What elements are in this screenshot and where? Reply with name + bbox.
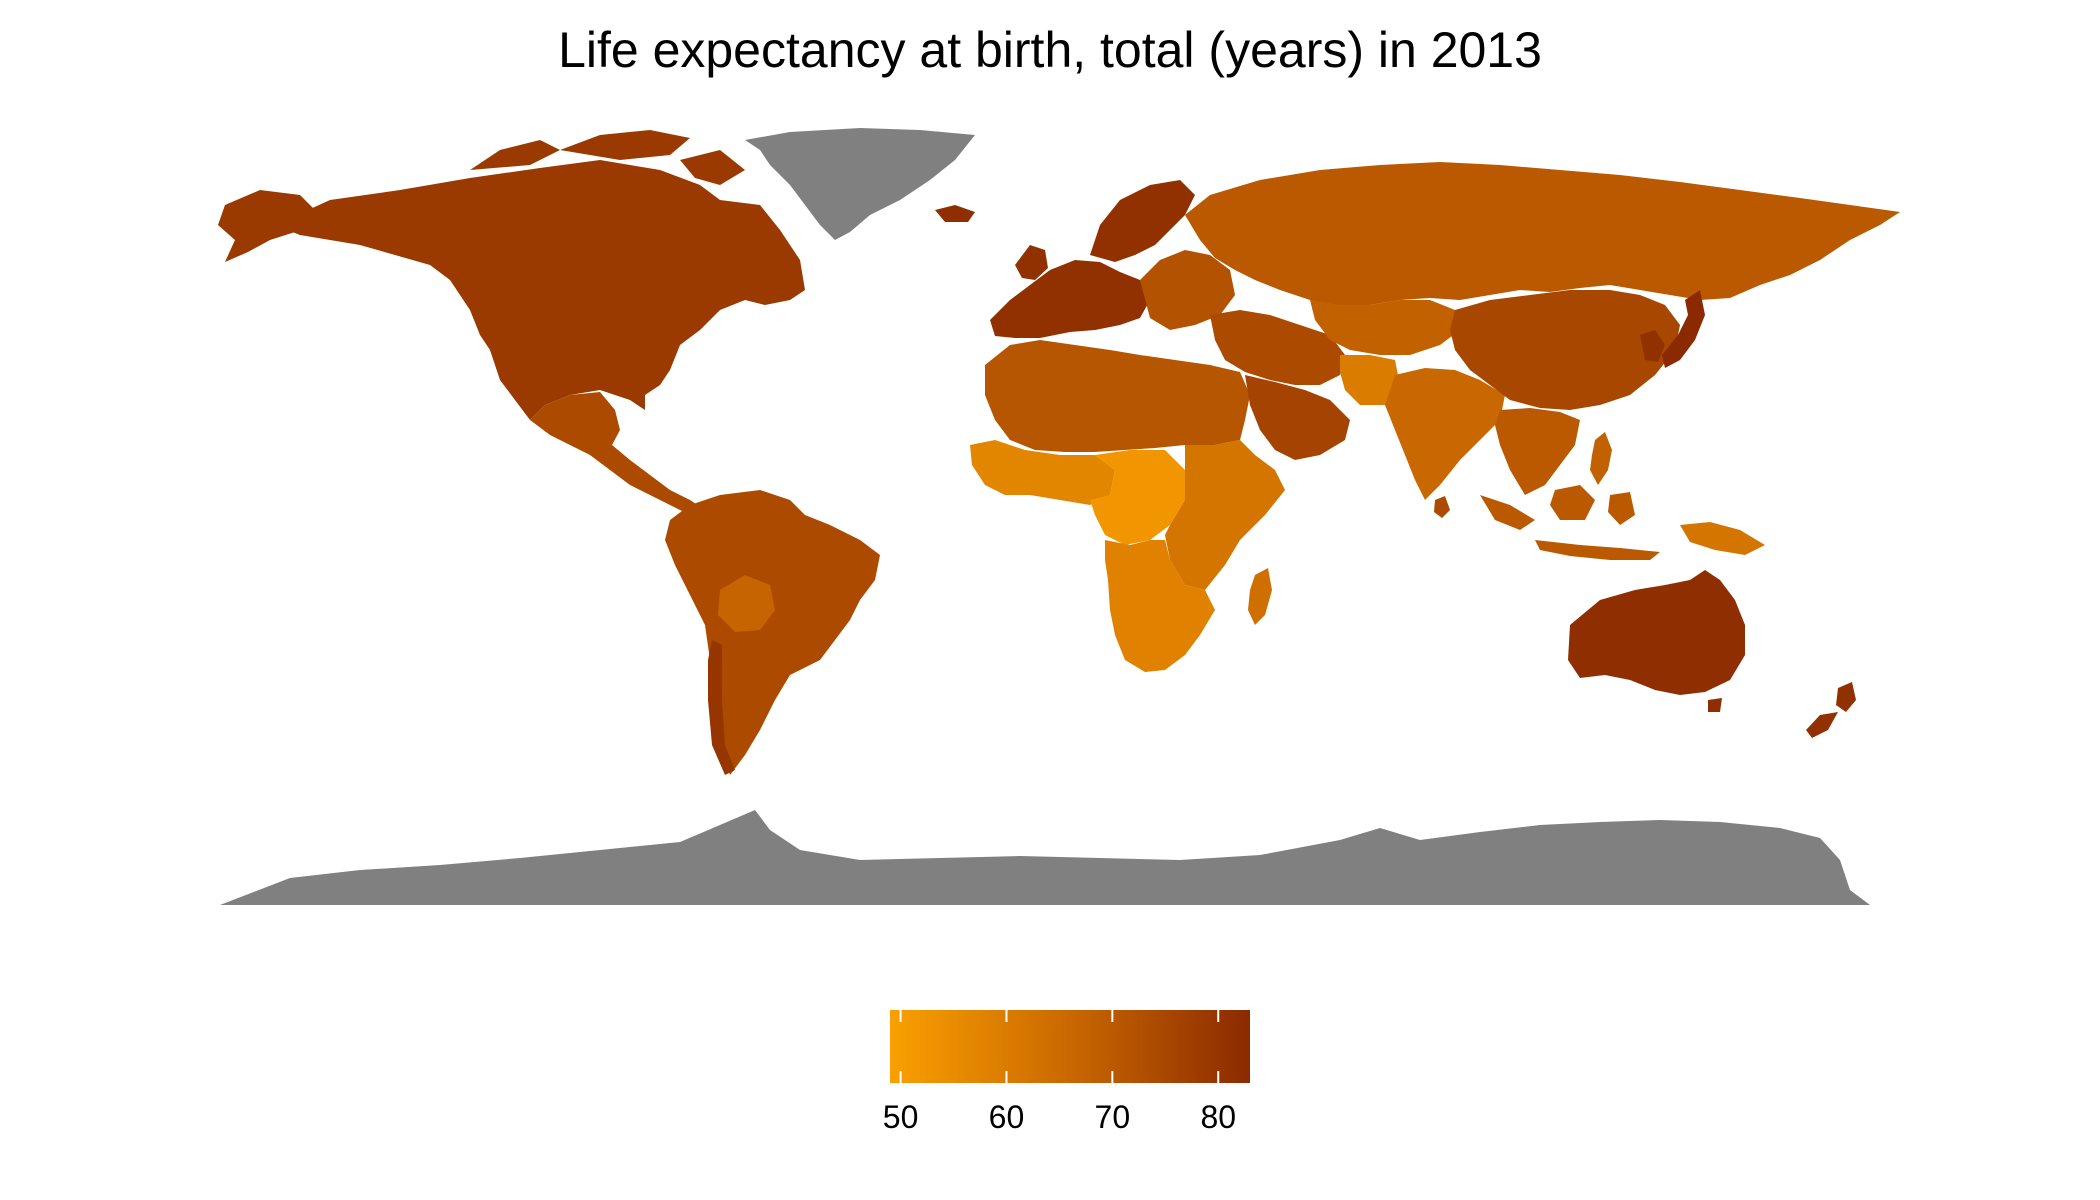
region-western-europe — [1015, 245, 1048, 280]
region-central-america — [530, 392, 705, 515]
region-new-zealand — [1806, 712, 1838, 738]
legend-tick-label: 50 — [883, 1099, 919, 1135]
region-central-asia — [1310, 300, 1460, 355]
region-indonesia — [1535, 540, 1660, 560]
region-new-zealand — [1836, 682, 1856, 712]
region-arabian-peninsula — [1245, 375, 1350, 460]
region-australia — [1568, 570, 1745, 695]
region-japan — [1662, 290, 1705, 368]
region-southeast-asia — [1495, 408, 1580, 495]
region-north-america — [275, 160, 805, 420]
region-madagascar — [1248, 568, 1272, 625]
region-indonesia — [1550, 485, 1595, 520]
region-iceland — [935, 205, 975, 222]
map-title: Life expectancy at birth, total (years) … — [558, 22, 1542, 78]
region-north-america — [560, 130, 690, 160]
region-afghanistan — [1340, 355, 1400, 405]
region-indonesia — [1480, 495, 1535, 530]
region-greenland — [745, 128, 975, 240]
legend-tick-label: 80 — [1200, 1099, 1236, 1135]
legend: 50 60 70 80 — [883, 1010, 1250, 1135]
region-korea — [1640, 330, 1665, 362]
region-australia — [1708, 698, 1722, 712]
legend-tick-label: 70 — [1095, 1099, 1131, 1135]
region-eastern-europe — [1140, 250, 1235, 330]
region-south-america — [665, 490, 880, 775]
region-china — [1450, 290, 1680, 410]
legend-color-bar — [890, 1010, 1250, 1083]
map-regions — [218, 128, 1900, 905]
region-russia — [1185, 162, 1900, 308]
region-middle-east — [1210, 310, 1345, 385]
region-north-america — [470, 140, 560, 170]
region-antarctica — [220, 810, 1870, 905]
region-western-europe — [990, 260, 1150, 338]
region-bolivia — [718, 575, 775, 632]
region-north-america — [680, 150, 745, 185]
region-indonesia — [1608, 492, 1635, 525]
region-scandinavia — [1090, 180, 1195, 262]
region-southern-africa — [1105, 540, 1215, 672]
region-philippines — [1590, 432, 1612, 485]
region-sri-lanka — [1434, 496, 1450, 518]
region-north-africa — [985, 340, 1250, 452]
region-papua-new-guinea — [1680, 522, 1765, 555]
region-india — [1385, 368, 1505, 500]
legend-tick-label: 60 — [989, 1099, 1025, 1135]
region-east-africa — [1165, 440, 1285, 590]
region-chile — [708, 640, 735, 775]
region-central-africa — [1090, 450, 1185, 545]
region-west-africa — [970, 440, 1115, 505]
legend-ticks: 50 60 70 80 — [883, 1010, 1236, 1135]
region-alaska — [218, 190, 320, 262]
